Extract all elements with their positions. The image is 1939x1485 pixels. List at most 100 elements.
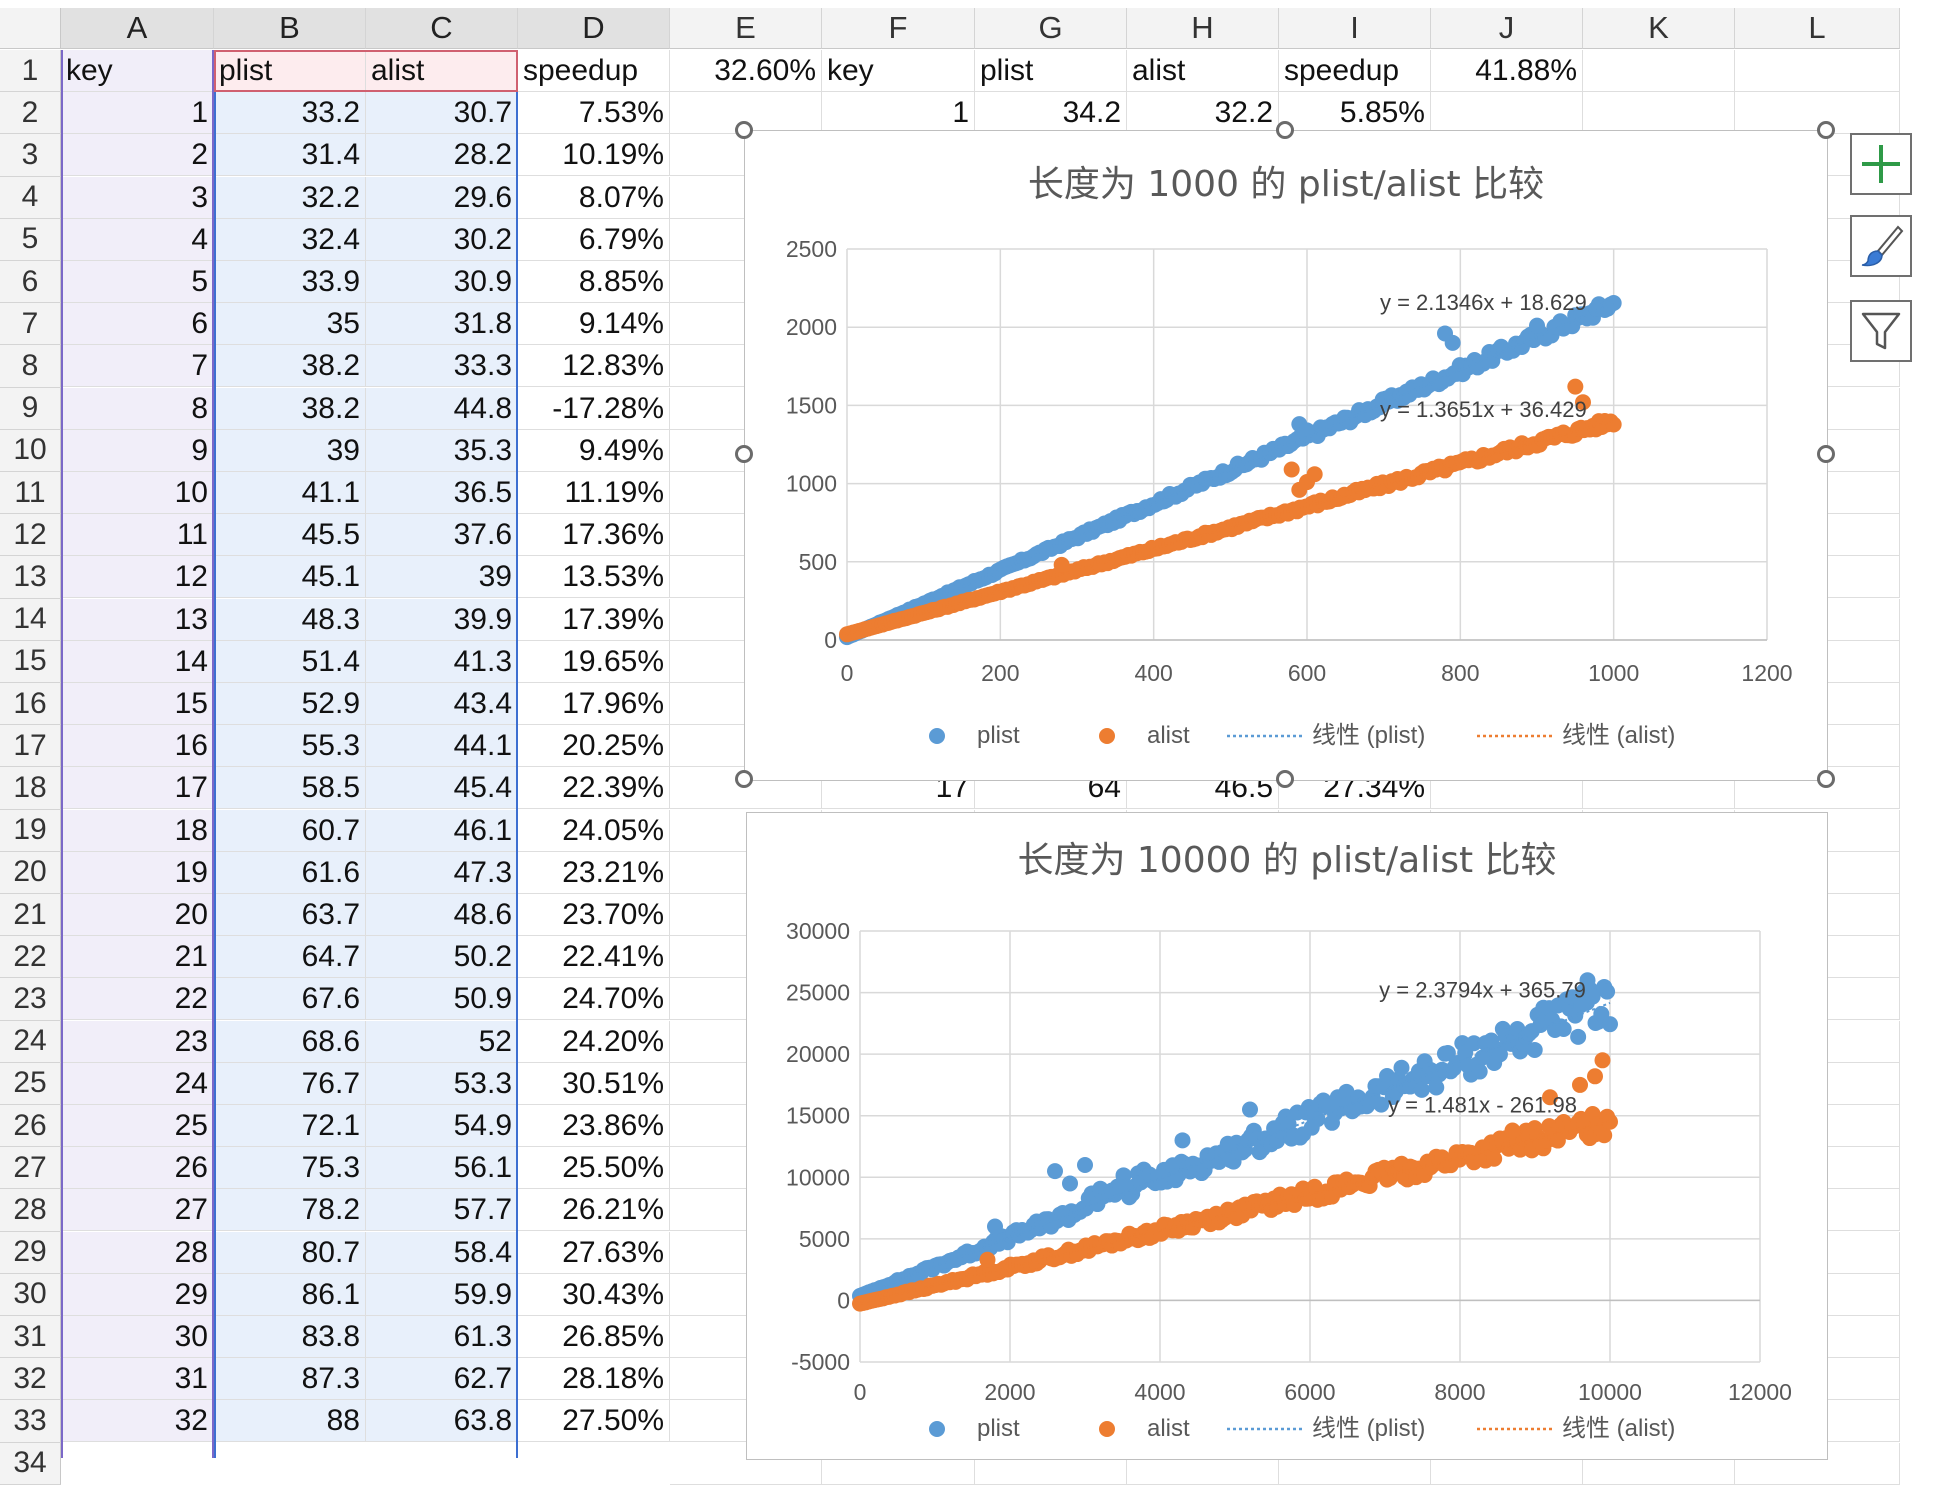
cell-C25[interactable]: 53.3 <box>366 1062 518 1105</box>
cell-B1[interactable]: plist <box>214 50 366 92</box>
cell-C27[interactable]: 56.1 <box>366 1147 518 1190</box>
cell-D13[interactable]: 13.53% <box>518 556 670 599</box>
row-header-5[interactable]: 5 <box>0 218 61 261</box>
row-header-14[interactable]: 14 <box>0 598 61 641</box>
cell-C20[interactable]: 47.3 <box>366 851 518 894</box>
cell-B14[interactable]: 48.3 <box>214 598 366 641</box>
cell-D8[interactable]: 12.83% <box>518 345 670 388</box>
cell-A21[interactable]: 20 <box>61 894 214 936</box>
cell-A28[interactable]: 27 <box>61 1189 214 1232</box>
cell-C1[interactable]: alist <box>366 50 518 92</box>
cell-D14[interactable]: 17.39% <box>518 598 670 641</box>
cell-A33[interactable]: 32 <box>61 1400 214 1443</box>
cell-C15[interactable]: 41.3 <box>366 640 518 683</box>
row-header-12[interactable]: 12 <box>0 514 61 557</box>
cell-B32[interactable]: 87.3 <box>214 1358 366 1401</box>
cell-A10[interactable]: 9 <box>61 429 214 472</box>
cell-B12[interactable]: 45.5 <box>214 514 366 557</box>
row-header-23[interactable]: 23 <box>0 978 61 1021</box>
cell-E18[interactable] <box>670 767 822 810</box>
cell-C11[interactable]: 36.5 <box>366 472 518 514</box>
cell-C29[interactable]: 58.4 <box>366 1231 518 1274</box>
cell-B31[interactable]: 83.8 <box>214 1316 366 1358</box>
row-header-3[interactable]: 3 <box>0 134 61 177</box>
row-header-33[interactable]: 33 <box>0 1400 61 1443</box>
cell-A13[interactable]: 12 <box>61 556 214 599</box>
cell-D25[interactable]: 30.51% <box>518 1062 670 1105</box>
cell-B26[interactable]: 72.1 <box>214 1105 366 1147</box>
cell-B22[interactable]: 64.7 <box>214 936 366 979</box>
cell-D10[interactable]: 9.49% <box>518 429 670 472</box>
cell-B28[interactable]: 78.2 <box>214 1189 366 1232</box>
cell-B7[interactable]: 35 <box>214 303 366 346</box>
cell-A8[interactable]: 7 <box>61 345 214 388</box>
cell-D33[interactable]: 27.50% <box>518 1400 670 1443</box>
cell-B6[interactable]: 33.9 <box>214 261 366 303</box>
cell-C8[interactable]: 33.3 <box>366 345 518 388</box>
cell-B4[interactable]: 32.2 <box>214 176 366 219</box>
chart-elements-button[interactable] <box>1850 133 1912 195</box>
cell-C9[interactable]: 44.8 <box>366 387 518 430</box>
column-header-B[interactable]: B <box>214 8 366 49</box>
row-header-15[interactable]: 15 <box>0 640 61 683</box>
cell-A15[interactable]: 14 <box>61 640 214 683</box>
column-header-H[interactable]: H <box>1127 8 1279 49</box>
resize-handle-2[interactable] <box>1817 121 1835 139</box>
cell-A20[interactable]: 19 <box>61 851 214 894</box>
column-header-L[interactable]: L <box>1735 8 1900 49</box>
cell-B19[interactable]: 60.7 <box>214 809 366 852</box>
row-header-6[interactable]: 6 <box>0 261 61 304</box>
resize-handle-7[interactable] <box>1817 770 1835 788</box>
cell-D22[interactable]: 22.41% <box>518 936 670 979</box>
cell-A11[interactable]: 10 <box>61 472 214 514</box>
cell-L18[interactable] <box>1735 767 1900 810</box>
cell-D17[interactable]: 20.25% <box>518 725 670 768</box>
cell-C6[interactable]: 30.9 <box>366 261 518 303</box>
cell-K2[interactable] <box>1583 92 1735 135</box>
cell-B27[interactable]: 75.3 <box>214 1147 366 1190</box>
cell-B33[interactable]: 88 <box>214 1400 366 1443</box>
cell-I2[interactable]: 5.85% <box>1279 92 1431 135</box>
cell-B2[interactable]: 33.2 <box>214 92 366 135</box>
cell-B25[interactable]: 76.7 <box>214 1062 366 1105</box>
row-header-17[interactable]: 17 <box>0 725 61 768</box>
cell-C12[interactable]: 37.6 <box>366 514 518 557</box>
cell-D32[interactable]: 28.18% <box>518 1358 670 1401</box>
cell-D29[interactable]: 27.63% <box>518 1231 670 1274</box>
row-header-31[interactable]: 31 <box>0 1316 61 1359</box>
row-header-19[interactable]: 19 <box>0 809 61 852</box>
row-header-13[interactable]: 13 <box>0 556 61 599</box>
cell-B24[interactable]: 68.6 <box>214 1020 366 1063</box>
cell-D31[interactable]: 26.85% <box>518 1316 670 1358</box>
cell-D6[interactable]: 8.85% <box>518 261 670 303</box>
row-header-24[interactable]: 24 <box>0 1020 61 1063</box>
row-header-7[interactable]: 7 <box>0 303 61 346</box>
cell-A7[interactable]: 6 <box>61 303 214 346</box>
cell-A5[interactable]: 4 <box>61 218 214 261</box>
column-header-K[interactable]: K <box>1583 8 1735 49</box>
cell-H2[interactable]: 32.2 <box>1127 92 1279 135</box>
row-header-29[interactable]: 29 <box>0 1231 61 1274</box>
cell-A32[interactable]: 31 <box>61 1358 214 1401</box>
cell-B11[interactable]: 41.1 <box>214 472 366 514</box>
resize-handle-3[interactable] <box>735 445 753 463</box>
cell-F2[interactable]: 1 <box>822 92 975 135</box>
cell-D15[interactable]: 19.65% <box>518 640 670 683</box>
cell-A17[interactable]: 16 <box>61 725 214 768</box>
cell-A19[interactable]: 18 <box>61 809 214 852</box>
cell-B18[interactable]: 58.5 <box>214 767 366 810</box>
cell-C5[interactable]: 30.2 <box>366 218 518 261</box>
row-header-28[interactable]: 28 <box>0 1189 61 1232</box>
resize-handle-1[interactable] <box>1276 121 1294 139</box>
resize-handle-6[interactable] <box>1276 770 1294 788</box>
row-header-21[interactable]: 21 <box>0 894 61 937</box>
cell-B3[interactable]: 31.4 <box>214 134 366 177</box>
cell-A9[interactable]: 8 <box>61 387 214 430</box>
cell-B23[interactable]: 67.6 <box>214 978 366 1021</box>
column-header-G[interactable]: G <box>975 8 1127 49</box>
cell-C2[interactable]: 30.7 <box>366 92 518 135</box>
cell-C4[interactable]: 29.6 <box>366 176 518 219</box>
cell-B16[interactable]: 52.9 <box>214 683 366 725</box>
select-all-corner[interactable] <box>0 8 61 49</box>
row-header-27[interactable]: 27 <box>0 1147 61 1190</box>
